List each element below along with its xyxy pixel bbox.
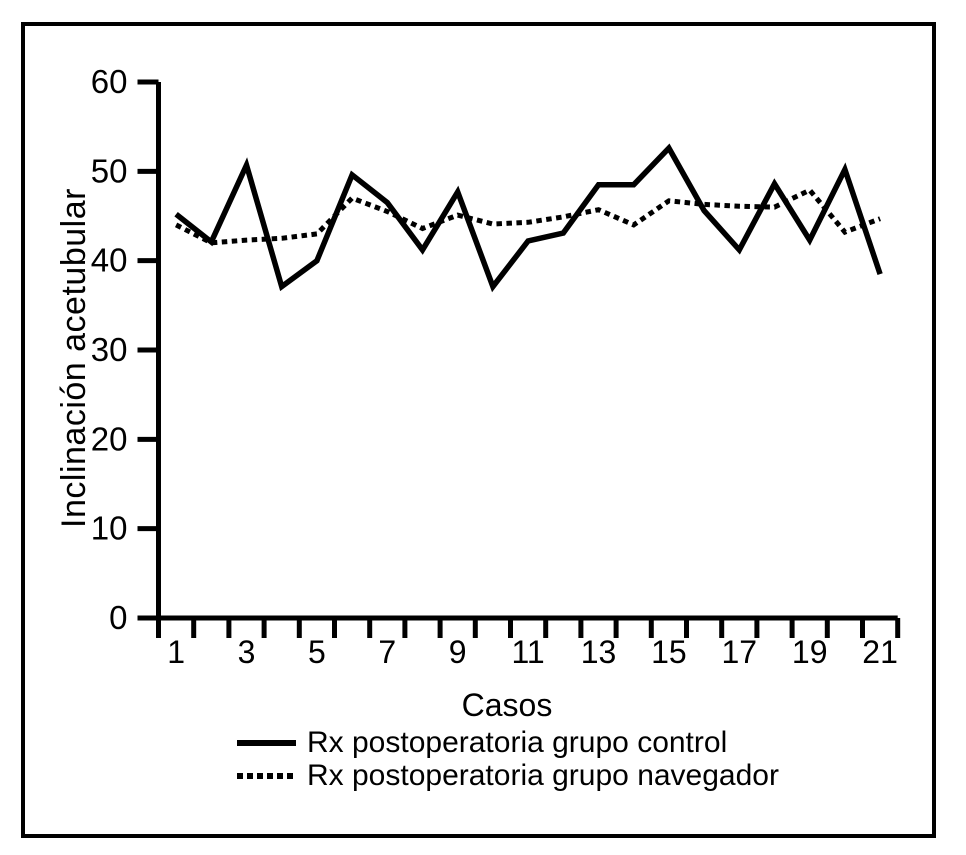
series-line-control: [174, 143, 883, 293]
legend-item-control: Rx postoperatoria grupo control: [237, 727, 779, 759]
x-tick-label: 3: [238, 634, 256, 670]
x-tick-label: 13: [581, 634, 617, 670]
x-tick-label: 17: [722, 634, 758, 670]
x-tick-label: 11: [511, 634, 544, 670]
x-tick-label: 15: [651, 634, 687, 670]
solid-line-swatch: [237, 740, 296, 746]
x-tick-label: 7: [378, 634, 396, 670]
series-line-navegador: [174, 187, 881, 246]
y-tick-label: 10: [91, 510, 128, 547]
x-axis-title: Casos: [461, 687, 553, 723]
figure-border: [21, 22, 936, 838]
x-tick-label: 21: [862, 634, 898, 670]
y-tick-label: 60: [91, 63, 128, 100]
dotted-line-swatch: [237, 773, 296, 779]
y-tick-label: 30: [91, 331, 128, 368]
legend-label-control: Rx postoperatoria grupo control: [307, 726, 728, 759]
chart-legend: Rx postoperatoria grupo control Rx posto…: [237, 727, 779, 792]
y-axis-title: Inclinación acetubular: [55, 188, 93, 528]
y-tick-label: 40: [91, 242, 128, 279]
y-tick-label: 20: [91, 420, 128, 457]
x-tick-label: 5: [308, 634, 326, 670]
x-tick-label: 1: [167, 634, 185, 670]
y-tick-label: 0: [109, 599, 127, 636]
legend-item-navegador: Rx postoperatoria grupo navegador: [237, 760, 779, 792]
y-tick-label: 50: [91, 152, 128, 189]
legend-label-navegador: Rx postoperatoria grupo navegador: [307, 759, 779, 792]
x-tick-label: 19: [792, 634, 828, 670]
x-tick-label: 9: [449, 634, 467, 670]
